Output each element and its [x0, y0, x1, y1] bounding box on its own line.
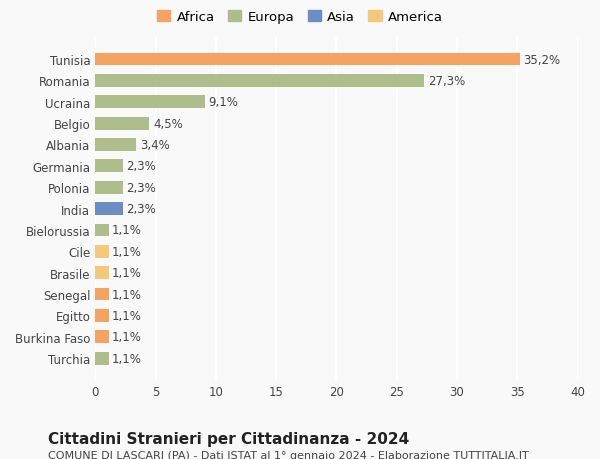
Text: COMUNE DI LASCARI (PA) - Dati ISTAT al 1° gennaio 2024 - Elaborazione TUTTITALIA: COMUNE DI LASCARI (PA) - Dati ISTAT al 1… [48, 450, 529, 459]
Text: 1,1%: 1,1% [112, 309, 142, 322]
Legend: Africa, Europa, Asia, America: Africa, Europa, Asia, America [153, 6, 447, 28]
Bar [95, 96, 205, 109]
Text: 2,3%: 2,3% [127, 181, 157, 194]
Bar [95, 54, 520, 66]
Bar [95, 139, 136, 151]
Text: 27,3%: 27,3% [428, 75, 465, 88]
Bar [95, 75, 424, 88]
Text: 1,1%: 1,1% [112, 330, 142, 343]
Bar [95, 224, 109, 237]
Text: 1,1%: 1,1% [112, 245, 142, 258]
Text: 2,3%: 2,3% [127, 160, 157, 173]
Text: 9,1%: 9,1% [209, 96, 238, 109]
Text: 1,1%: 1,1% [112, 288, 142, 301]
Bar [95, 288, 109, 301]
Bar [95, 118, 149, 130]
Text: 1,1%: 1,1% [112, 267, 142, 280]
Text: Cittadini Stranieri per Cittadinanza - 2024: Cittadini Stranieri per Cittadinanza - 2… [48, 431, 409, 447]
Bar [95, 181, 123, 194]
Text: 2,3%: 2,3% [127, 202, 157, 216]
Bar [95, 246, 109, 258]
Text: 35,2%: 35,2% [523, 53, 560, 67]
Text: 3,4%: 3,4% [140, 139, 170, 151]
Bar [95, 309, 109, 322]
Bar [95, 330, 109, 343]
Text: 1,1%: 1,1% [112, 224, 142, 237]
Bar [95, 352, 109, 365]
Bar [95, 203, 123, 216]
Text: 1,1%: 1,1% [112, 352, 142, 365]
Text: 4,5%: 4,5% [153, 118, 183, 130]
Bar [95, 160, 123, 173]
Bar [95, 267, 109, 280]
